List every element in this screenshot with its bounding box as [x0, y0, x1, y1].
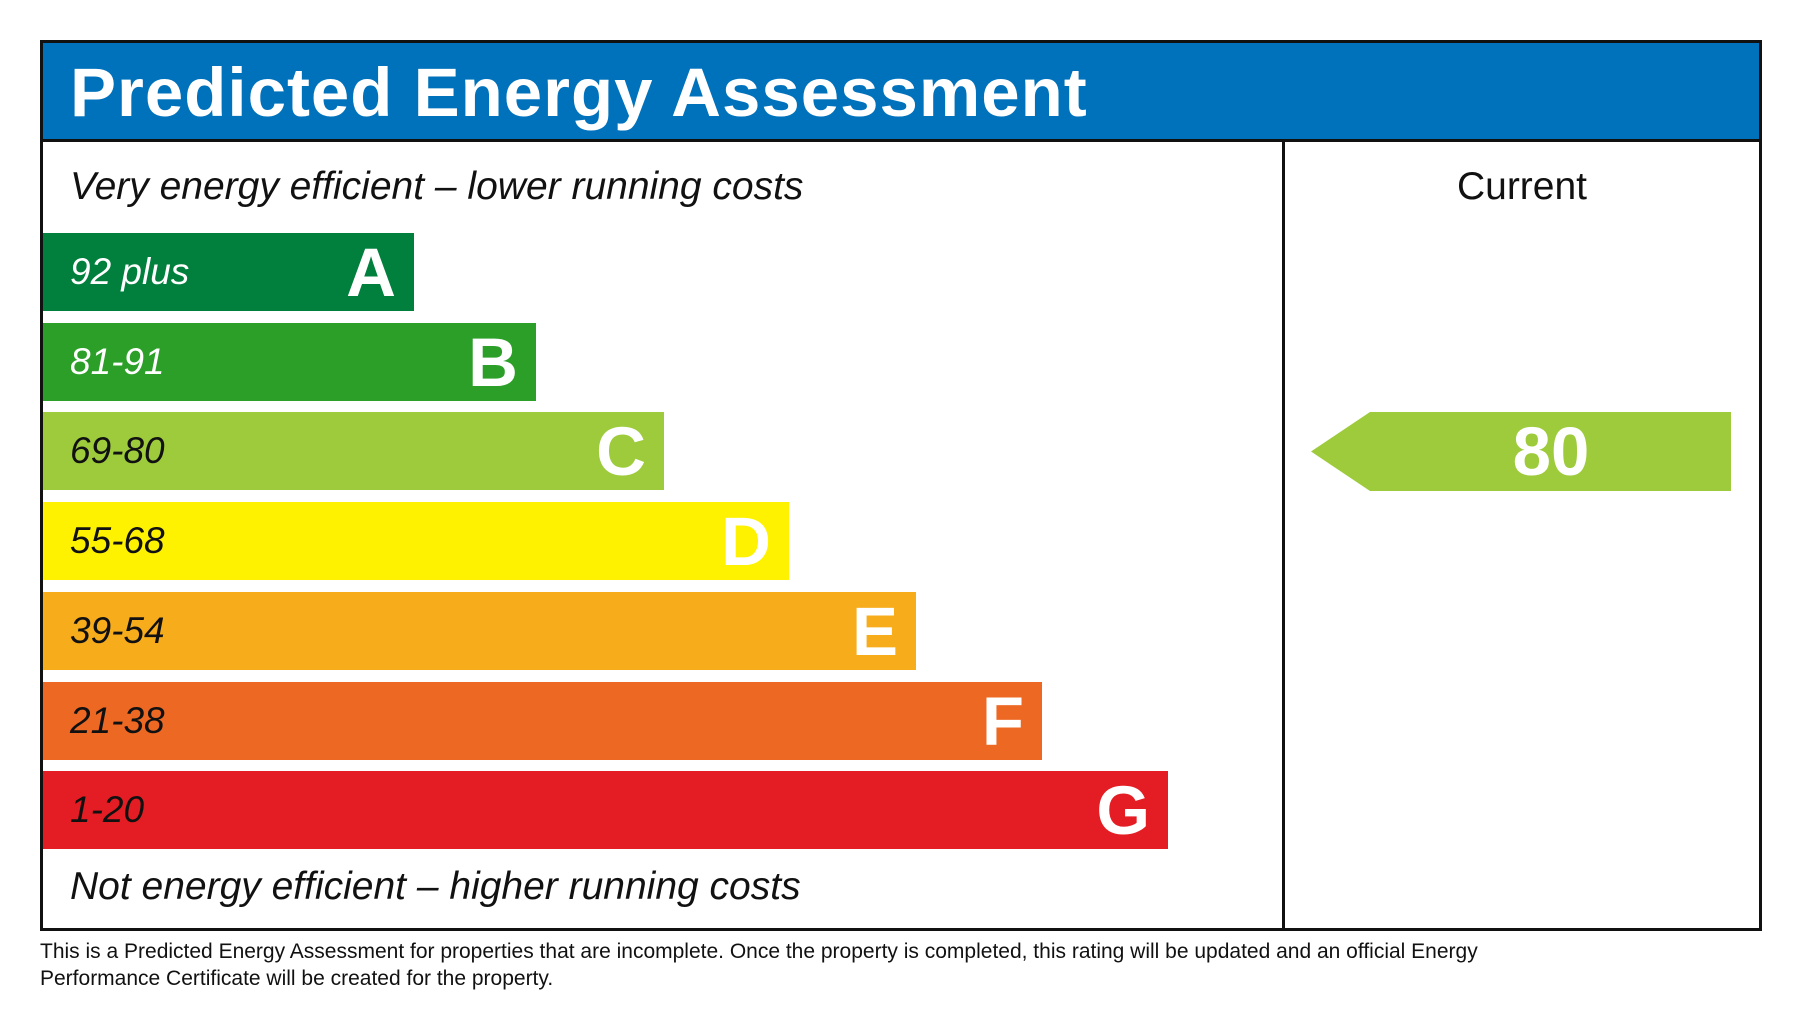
band-a: 92 plus A	[43, 233, 414, 311]
band-range: 39-54	[70, 609, 165, 651]
band-letter: B	[468, 323, 518, 401]
band-letter: F	[981, 682, 1024, 760]
top-note: Very energy efficient – lower running co…	[70, 165, 804, 208]
footer-disclaimer: This is a Predicted Energy Assessment fo…	[40, 940, 1478, 990]
page-title: Predicted Energy Assessment	[70, 54, 1088, 131]
band-range: 1-20	[70, 789, 145, 831]
band-letter: D	[721, 503, 771, 581]
header-bar: Predicted Energy Assessment	[43, 43, 1759, 142]
arrow-shape	[1311, 412, 1731, 491]
band-range: 21-38	[70, 699, 165, 741]
bottom-note: Not energy efficient – higher running co…	[70, 865, 801, 908]
band-g: 1-20 G	[43, 771, 1168, 850]
band-d: 55-68 D	[43, 502, 789, 581]
band-range: 81-91	[70, 340, 165, 382]
current-column-label: Current	[1456, 165, 1588, 208]
band-b: 81-91 B	[43, 322, 536, 401]
band-e: 39-54 E	[43, 591, 916, 670]
energy-rating-chart: Predicted Energy Assessment Very energy …	[40, 40, 1762, 931]
band-range: 69-80	[70, 430, 165, 472]
band-letter: C	[596, 413, 646, 491]
band-range: 92 plus	[70, 251, 190, 292]
band-letter: G	[1096, 772, 1150, 850]
column-divider	[1282, 142, 1285, 928]
band-range: 55-68	[70, 520, 165, 562]
current-rating-value: 80	[1512, 413, 1590, 490]
band-letter: A	[346, 234, 396, 311]
band-c: 69-80 C	[43, 412, 664, 491]
band-f: 21-38 F	[43, 681, 1042, 760]
current-rating-arrow: 80	[1311, 412, 1731, 491]
band-letter: E	[851, 592, 898, 670]
